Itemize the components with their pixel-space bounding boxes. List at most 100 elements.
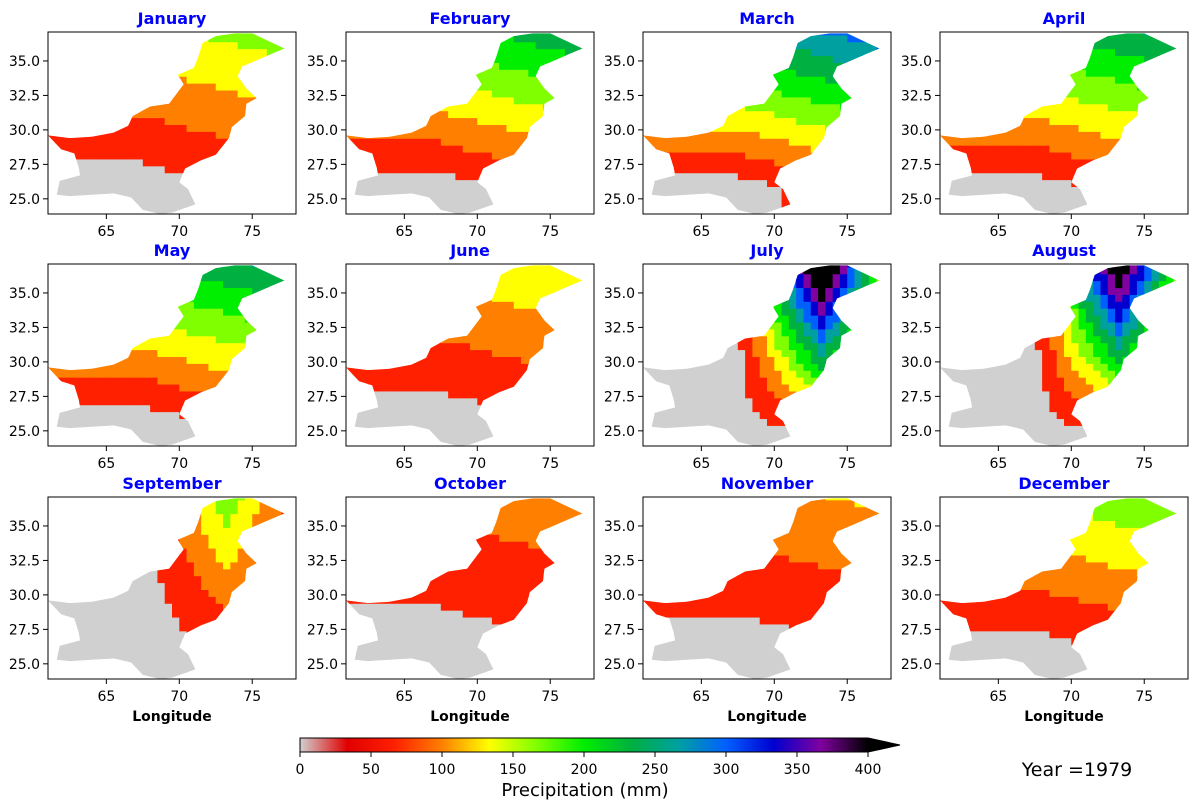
lat-tick-label: 32.5 (307, 88, 338, 104)
lat-tick-label: 30.0 (604, 123, 635, 139)
lat-tick-label: 25.0 (901, 657, 932, 673)
lon-tick-label: 65 (97, 224, 115, 240)
lon-tick-label: 75 (838, 689, 856, 705)
lon-tick-label: 75 (1135, 456, 1153, 472)
lon-tick-label: 65 (692, 456, 710, 472)
precip-grid (48, 33, 285, 215)
panel-title: March (739, 9, 794, 28)
precip-grid (346, 265, 583, 446)
year-label: Year =1979 (1021, 759, 1133, 781)
lat-tick-label: 27.5 (901, 157, 932, 173)
colorbar-tick-label: 100 (429, 762, 456, 778)
lat-tick-label: 32.5 (604, 553, 635, 569)
lat-tick-label: 30.0 (604, 588, 635, 604)
lat-tick-label: 25.0 (604, 657, 635, 673)
precip-grid (48, 498, 285, 679)
lon-tick-label: 65 (97, 689, 115, 705)
lat-tick-label: 35.0 (9, 286, 40, 302)
lat-tick-label: 30.0 (9, 588, 40, 604)
lat-tick-label: 27.5 (9, 157, 40, 173)
lon-tick-label: 70 (765, 689, 783, 705)
panel-title: August (1032, 241, 1096, 260)
colorbar-gradient (299, 737, 869, 753)
lat-tick-label: 27.5 (307, 389, 338, 405)
precip-grid (940, 265, 1177, 446)
lat-tick-label: 27.5 (604, 622, 635, 638)
lon-tick-label: 70 (170, 456, 188, 472)
lat-tick-label: 27.5 (9, 389, 40, 405)
lat-tick-label: 25.0 (9, 424, 40, 440)
panel-frame (345, 31, 595, 215)
lat-tick-label: 32.5 (901, 320, 932, 336)
panel-title: October (434, 474, 506, 493)
panel-frame (939, 31, 1189, 215)
lon-tick-label: 75 (243, 689, 261, 705)
lon-tick-label: 65 (395, 224, 413, 240)
month-panel: July 65 70 75 35.0 32.5 30.0 27.5 25.0 (604, 241, 892, 472)
lat-tick-label: 25.0 (9, 192, 40, 208)
lat-tick-label: 30.0 (901, 588, 932, 604)
lat-tick-label: 30.0 (604, 355, 635, 371)
lat-tick-label: 32.5 (901, 553, 932, 569)
precip-grid (48, 265, 285, 446)
lon-tick-label: 70 (468, 689, 486, 705)
month-panel: April 65 70 75 35.0 32.5 30.0 27.5 25.0 (901, 9, 1189, 240)
precip-grid (643, 498, 880, 679)
colorbar-tick-label: 250 (642, 762, 669, 778)
lon-tick-label: 65 (97, 456, 115, 472)
lat-tick-label: 32.5 (9, 320, 40, 336)
lat-tick-label: 30.0 (307, 355, 338, 371)
lat-tick-label: 25.0 (307, 657, 338, 673)
panel-title: November (721, 474, 814, 493)
lon-tick-label: 70 (1062, 456, 1080, 472)
colorbar-ticks: 0 50 100 150 200 250 300 350 400 (296, 752, 882, 778)
panel-title: July (749, 241, 784, 260)
colorbar-tick-label: 150 (500, 762, 527, 778)
lat-tick-label: 32.5 (9, 553, 40, 569)
lon-tick-label: 65 (989, 456, 1007, 472)
lon-tick-label: 65 (692, 689, 710, 705)
panel-title: April (1043, 9, 1086, 28)
panel-title: June (449, 241, 490, 260)
precip-grid (643, 265, 880, 446)
lon-tick-label: 75 (1135, 224, 1153, 240)
lat-tick-label: 25.0 (307, 424, 338, 440)
colorbar-tick-label: 300 (713, 762, 740, 778)
lon-tick-label: 70 (1062, 224, 1080, 240)
panel-frame (47, 496, 297, 680)
colorbar-tick-label: 0 (296, 762, 305, 778)
precip-grid (643, 33, 880, 215)
lat-tick-label: 25.0 (307, 192, 338, 208)
colorbar-tick-label: 200 (571, 762, 598, 778)
lon-tick-label: 75 (838, 224, 856, 240)
lon-tick-label: 70 (170, 224, 188, 240)
lat-tick-label: 30.0 (307, 588, 338, 604)
lon-tick-label: 65 (989, 224, 1007, 240)
month-panel: January 65 70 75 35.0 32.5 30.0 27.5 25.0 (9, 9, 297, 240)
colorbar-tick-label: 400 (855, 762, 882, 778)
lon-tick-label: 70 (1062, 689, 1080, 705)
panel-frame (47, 263, 297, 447)
precip-grid (346, 33, 583, 215)
lon-tick-label: 65 (989, 689, 1007, 705)
lat-tick-label: 25.0 (604, 424, 635, 440)
lat-tick-label: 35.0 (307, 54, 338, 70)
month-panel: February 65 70 75 35.0 32.5 30.0 27.5 25.0 (307, 9, 595, 240)
panel-frame (345, 263, 595, 447)
lon-tick-label: 70 (468, 224, 486, 240)
x-axis-label: Longitude (727, 709, 807, 725)
colorbar-extend-arrow (867, 737, 901, 753)
lat-tick-label: 35.0 (604, 54, 635, 70)
month-panel: August 65 70 75 35.0 32.5 30.0 27.5 25.0 (901, 241, 1189, 472)
lat-tick-label: 30.0 (9, 355, 40, 371)
lat-tick-label: 35.0 (901, 286, 932, 302)
lat-tick-label: 25.0 (9, 657, 40, 673)
lat-tick-label: 35.0 (9, 519, 40, 535)
lat-tick-label: 32.5 (9, 88, 40, 104)
lon-tick-label: 70 (765, 224, 783, 240)
panel-frame (939, 263, 1189, 447)
month-panel: June 65 70 75 35.0 32.5 30.0 27.5 25.0 (307, 241, 595, 472)
month-panel: May 65 70 75 35.0 32.5 30.0 27.5 25.0 (9, 241, 297, 472)
month-panel: October 65 70 75 35.0 32.5 30.0 27.5 25.0 Longitu… (307, 474, 595, 725)
